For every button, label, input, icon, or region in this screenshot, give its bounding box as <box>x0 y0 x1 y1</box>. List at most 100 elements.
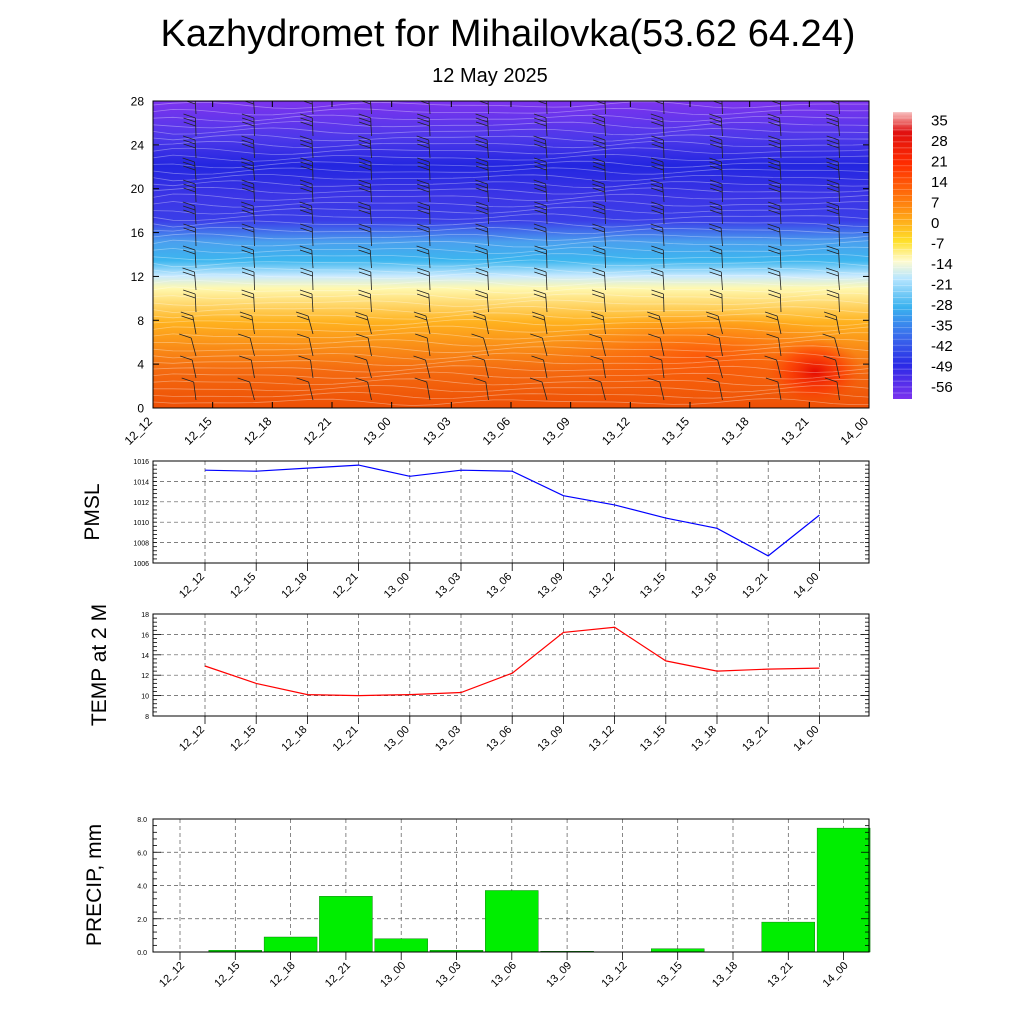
x-tick-label: 12_12 <box>177 571 207 601</box>
page-subtitle: 12 May 2025 <box>432 65 548 87</box>
x-tick-label: 12_18 <box>279 724 309 754</box>
y-tick-label: 1016 <box>133 459 149 466</box>
colorbar-label: 0 <box>931 215 939 232</box>
wind-barb-staff <box>664 294 665 312</box>
y-tick-label: 8.0 <box>137 817 147 824</box>
wind-barb-flag <box>300 96 312 100</box>
section-x-tick-label: 13_15 <box>659 414 693 448</box>
x-tick-label: 12_21 <box>323 960 353 990</box>
wind-barb-flag <box>476 96 488 100</box>
section-x-tick-label: 13_12 <box>599 414 633 448</box>
y-tick-label: 1008 <box>133 541 149 548</box>
x-tick-label: 13_21 <box>765 960 795 990</box>
colorbar-label: -7 <box>931 235 944 252</box>
pmsl-grid <box>153 461 869 563</box>
colorbar-label: -49 <box>931 358 953 375</box>
wind-barb-staff <box>196 118 197 136</box>
section-x-tick-label: 13_21 <box>778 414 812 448</box>
y-tick-label: 2.0 <box>137 917 147 924</box>
section-y-tick-label: 0 <box>137 402 144 416</box>
x-tick-label: 12_21 <box>331 571 361 601</box>
x-tick-label: 13_12 <box>587 724 617 754</box>
wind-barb-flag <box>883 356 895 360</box>
wind-barb-flag <box>417 92 429 96</box>
wind-barb-flag <box>593 92 605 96</box>
page-title: Kazhydromet for Mihailovka(53.62 64.24) <box>161 13 856 55</box>
section-x-tick-label: 12_15 <box>181 414 215 448</box>
wind-barb-flag <box>300 92 312 96</box>
x-tick-label: 14_00 <box>791 724 821 754</box>
x-tick-label: 13_21 <box>740 724 770 754</box>
y-tick-label: 18 <box>141 612 149 619</box>
x-tick-label: 13_09 <box>535 724 565 754</box>
x-tick-label: 13_15 <box>638 571 668 601</box>
x-tick-label: 13_12 <box>587 571 617 601</box>
wind-barb-staff <box>722 184 723 202</box>
wind-barb-flag <box>885 100 897 104</box>
y-tick-label: 4.0 <box>137 884 147 891</box>
section-y-tick-label: 4 <box>137 358 144 372</box>
wind-barb-flag <box>768 96 780 100</box>
wind-barb-flag <box>881 378 893 382</box>
section-y-tick-label: 8 <box>137 314 144 328</box>
x-tick-label: 13_15 <box>655 960 685 990</box>
section-y-tick-label: 28 <box>131 95 145 109</box>
y-tick-label: 10 <box>141 694 149 701</box>
y-tick-label: 1010 <box>133 520 149 527</box>
wind-barb-flag <box>885 96 897 100</box>
wind-barb-flag <box>417 96 429 100</box>
y-tick-label: 14 <box>141 653 149 660</box>
section-x-tick-label: 13_09 <box>539 414 573 448</box>
x-tick-label: 13_00 <box>382 724 412 754</box>
wind-barb-flag <box>593 96 605 100</box>
section-x-tick-label: 12_12 <box>122 414 156 448</box>
temp-grid <box>153 614 869 716</box>
colorbar-label: -14 <box>931 256 953 273</box>
colorbar-label: -42 <box>931 338 953 355</box>
x-tick-label: 13_09 <box>544 960 574 990</box>
colorbar-label: 14 <box>931 174 948 191</box>
x-tick-label: 13_12 <box>599 960 629 990</box>
x-tick-label: 12_15 <box>228 571 258 601</box>
wind-barb-flag <box>710 96 722 100</box>
precip-bar <box>264 937 317 952</box>
wind-barb-flag <box>768 92 780 96</box>
section-x-tick-label: 13_03 <box>420 414 454 448</box>
y-tick-label: 0.0 <box>137 950 147 957</box>
precip-bar <box>762 922 815 952</box>
section-y-tick-label: 20 <box>131 182 145 196</box>
x-tick-label: 12_18 <box>268 960 298 990</box>
x-tick-label: 13_03 <box>433 724 463 754</box>
x-tick-label: 13_00 <box>378 960 408 990</box>
x-tick-label: 13_18 <box>710 960 740 990</box>
wind-barb-flag <box>476 92 488 96</box>
section-y-tick-label: 24 <box>131 138 145 152</box>
colorbar-label: 21 <box>931 153 948 170</box>
precip-ylabel: PRECIP, mm <box>83 824 106 946</box>
colorbar-label: -35 <box>931 317 953 334</box>
wind-barb-flag <box>651 92 663 96</box>
wind-barb-flag <box>535 96 547 100</box>
x-tick-label: 13_15 <box>638 724 668 754</box>
x-tick-label: 13_18 <box>689 571 719 601</box>
x-tick-label: 13_06 <box>484 724 514 754</box>
x-tick-label: 13_21 <box>740 571 770 601</box>
x-tick-label: 13_00 <box>382 571 412 601</box>
wind-barb-staff <box>605 140 606 158</box>
y-tick-label: 6.0 <box>137 850 147 857</box>
colorbar-label: 7 <box>931 194 939 211</box>
section-x-tick-label: 13_18 <box>718 414 752 448</box>
y-tick-label: 16 <box>141 632 149 639</box>
wind-barb-staff <box>430 206 431 224</box>
wind-barb-flag <box>183 96 195 100</box>
x-tick-label: 12_15 <box>212 960 242 990</box>
temp-frame <box>153 614 869 716</box>
wind-barb-staff <box>254 272 255 290</box>
precip-bar <box>817 828 870 952</box>
x-tick-label: 14_00 <box>821 960 851 990</box>
pmsl-ylabel: PMSL <box>81 483 104 540</box>
section-y-tick-label: 16 <box>131 226 145 240</box>
